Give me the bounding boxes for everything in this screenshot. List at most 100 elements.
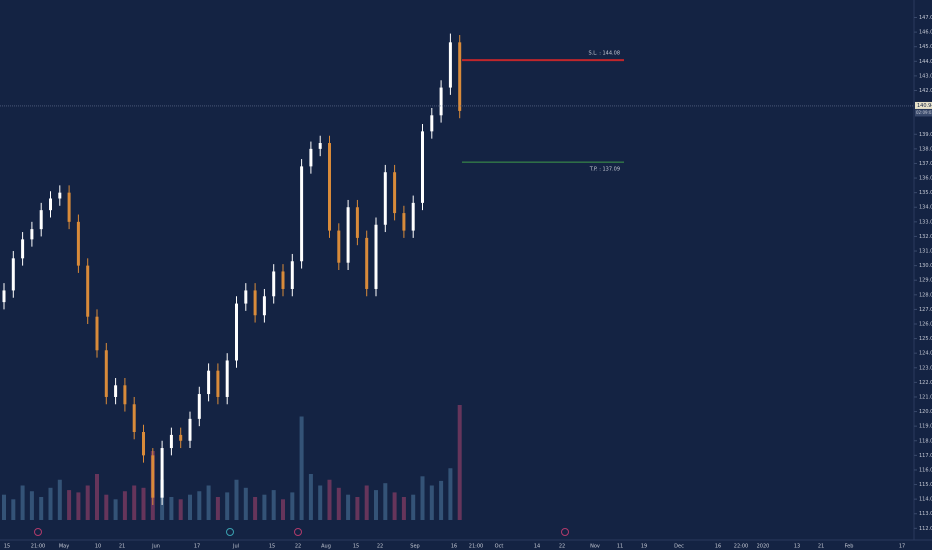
x-tick-label: 21 bbox=[818, 544, 824, 550]
candle-body bbox=[383, 172, 387, 225]
candle-body bbox=[439, 87, 443, 116]
volume-bar bbox=[253, 497, 258, 520]
y-tick-label: 123.00 bbox=[919, 365, 932, 371]
candle-body bbox=[281, 271, 285, 289]
candle-body bbox=[216, 370, 220, 397]
candle-body bbox=[49, 198, 52, 211]
y-tick-label: 118.00 bbox=[919, 438, 932, 444]
candle-body bbox=[393, 172, 397, 214]
x-tick-label: Jun bbox=[151, 544, 160, 550]
volume-bar bbox=[197, 491, 202, 520]
volume-bar bbox=[392, 492, 397, 520]
x-tick-label: 22 bbox=[377, 544, 383, 550]
x-tick-label: 10 bbox=[95, 544, 101, 550]
candle-body bbox=[448, 42, 452, 88]
candle-body bbox=[355, 207, 359, 238]
x-tick-label: 21:00 bbox=[31, 544, 45, 550]
candle-body bbox=[95, 316, 99, 351]
volume-bar bbox=[215, 497, 220, 520]
volume-bar bbox=[243, 487, 248, 520]
volume-bar bbox=[448, 468, 453, 520]
y-tick-label: 119.00 bbox=[919, 424, 932, 430]
volume-bar bbox=[225, 492, 230, 520]
x-tick-label: 2020 bbox=[757, 544, 770, 550]
x-tick-label: 13 bbox=[794, 544, 800, 550]
candle-body bbox=[188, 418, 192, 441]
x-tick-label: Nov bbox=[590, 544, 600, 550]
volume-bar bbox=[383, 483, 388, 520]
volume-bar bbox=[364, 485, 369, 520]
volume-bar bbox=[271, 490, 276, 520]
volume-bar bbox=[39, 497, 44, 520]
candle-body bbox=[30, 229, 34, 240]
event-icon bbox=[294, 528, 302, 536]
x-tick-label: 21 bbox=[119, 544, 125, 550]
y-tick-label: 113.00 bbox=[919, 511, 932, 517]
x-tick-label: 14 bbox=[534, 544, 540, 550]
candle-body bbox=[160, 448, 164, 498]
y-tick-label: 116.00 bbox=[919, 467, 932, 473]
volume-bar bbox=[178, 499, 183, 520]
y-tick-label: 117.00 bbox=[919, 453, 932, 459]
volume-bar bbox=[411, 494, 416, 520]
x-tick-label: Oct bbox=[495, 544, 504, 550]
candle-body bbox=[262, 296, 266, 316]
volume-bar bbox=[11, 499, 16, 520]
countdown-label: 02:09:03 bbox=[916, 110, 932, 115]
level-label: S.L. : 144.08 bbox=[589, 51, 621, 57]
y-tick-label: 130.00 bbox=[919, 263, 932, 269]
candle-body bbox=[235, 303, 238, 361]
volume-bar bbox=[355, 497, 360, 520]
y-tick-label: 144.00 bbox=[919, 59, 932, 65]
candle-body bbox=[39, 210, 43, 230]
x-tick-label: May bbox=[59, 544, 69, 550]
candle-body bbox=[300, 166, 304, 262]
y-tick-label: 137.00 bbox=[919, 161, 932, 167]
volume-bar bbox=[132, 485, 137, 520]
volume-bar bbox=[122, 491, 127, 520]
volume-bar bbox=[85, 485, 90, 520]
x-tick-label: 15 bbox=[4, 544, 10, 550]
candle-body bbox=[151, 455, 155, 498]
volume-bar bbox=[346, 494, 351, 520]
countdown-tag bbox=[915, 109, 932, 117]
volume-bar bbox=[95, 474, 99, 520]
volume-bar bbox=[262, 494, 267, 520]
candle-body bbox=[179, 434, 183, 441]
y-tick-label: 129.00 bbox=[919, 278, 932, 284]
candle-body bbox=[2, 290, 6, 303]
y-tick-label: 143.00 bbox=[919, 73, 932, 79]
volume-bar bbox=[234, 479, 239, 520]
candle-body bbox=[132, 404, 136, 432]
candle-body bbox=[430, 115, 434, 132]
volume-bar bbox=[336, 487, 341, 520]
y-tick-label: 136.00 bbox=[919, 176, 932, 182]
candle-body bbox=[104, 350, 108, 397]
volume-bar bbox=[113, 499, 118, 520]
y-tick-label: 135.00 bbox=[919, 190, 932, 196]
volume-bar bbox=[420, 476, 425, 520]
y-tick-label: 120.00 bbox=[919, 409, 932, 415]
candle-body bbox=[76, 221, 80, 266]
y-tick-label: 147.00 bbox=[919, 15, 932, 21]
event-icons bbox=[34, 528, 569, 536]
volume-bar bbox=[20, 485, 25, 520]
candle-body bbox=[21, 239, 25, 259]
y-tick-label: 139.00 bbox=[919, 132, 932, 138]
candle-body bbox=[337, 230, 341, 263]
candle-body bbox=[207, 370, 211, 395]
y-tick-label: 145.00 bbox=[919, 44, 932, 50]
volume-bar bbox=[67, 490, 72, 520]
candle-body bbox=[67, 192, 71, 222]
x-tick-label: 22 bbox=[295, 544, 301, 550]
y-tick-label: 124.00 bbox=[919, 351, 932, 357]
y-tick-label: 134.00 bbox=[919, 205, 932, 211]
y-tick-label: 127.00 bbox=[919, 307, 932, 313]
x-tick-label: 19 bbox=[641, 544, 647, 550]
volume-bar bbox=[2, 494, 6, 520]
candle-body bbox=[328, 143, 331, 231]
candle-body bbox=[458, 42, 462, 111]
volume-bar bbox=[206, 485, 211, 520]
volume-bar bbox=[308, 474, 313, 520]
